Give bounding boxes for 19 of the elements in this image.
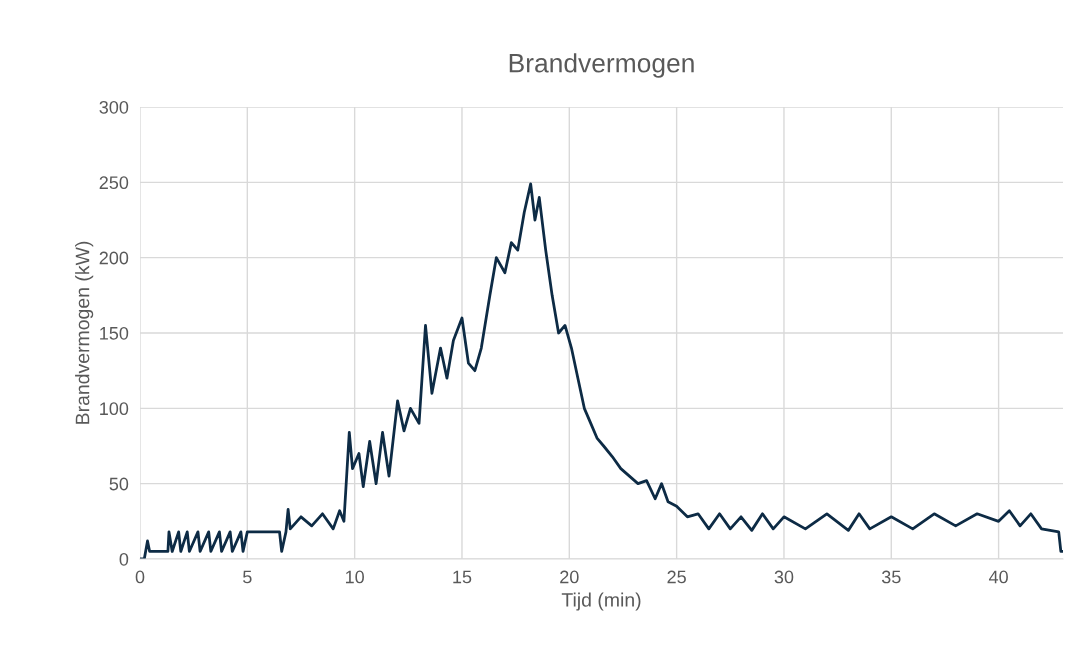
y-tick-label: 300 (99, 100, 129, 114)
x-tick-label: 35 (881, 570, 901, 584)
x-tick-label: 30 (774, 570, 794, 584)
y-tick-label: 50 (109, 477, 129, 491)
x-tick-label: 15 (453, 570, 472, 584)
x-tick-label: 5 (243, 570, 252, 584)
y-tick-label: 100 (100, 402, 129, 416)
y-tick-label: 0 (119, 552, 129, 566)
x-tick-label: 0 (135, 570, 145, 584)
x-tick-label: 25 (667, 570, 686, 584)
x-tick-label: 20 (560, 570, 579, 584)
y-axis-title: Brandvermogen (kW) (75, 241, 94, 424)
chart-title: Brandvermogen (509, 53, 694, 78)
y-tick-label: 200 (99, 251, 129, 265)
y-tick-label: 150 (100, 326, 129, 340)
x-axis-title: Tijd (min) (561, 592, 641, 611)
x-tick-label: 40 (988, 570, 1008, 584)
y-tick-label: 250 (99, 176, 129, 190)
x-tick-label: 10 (345, 570, 364, 584)
